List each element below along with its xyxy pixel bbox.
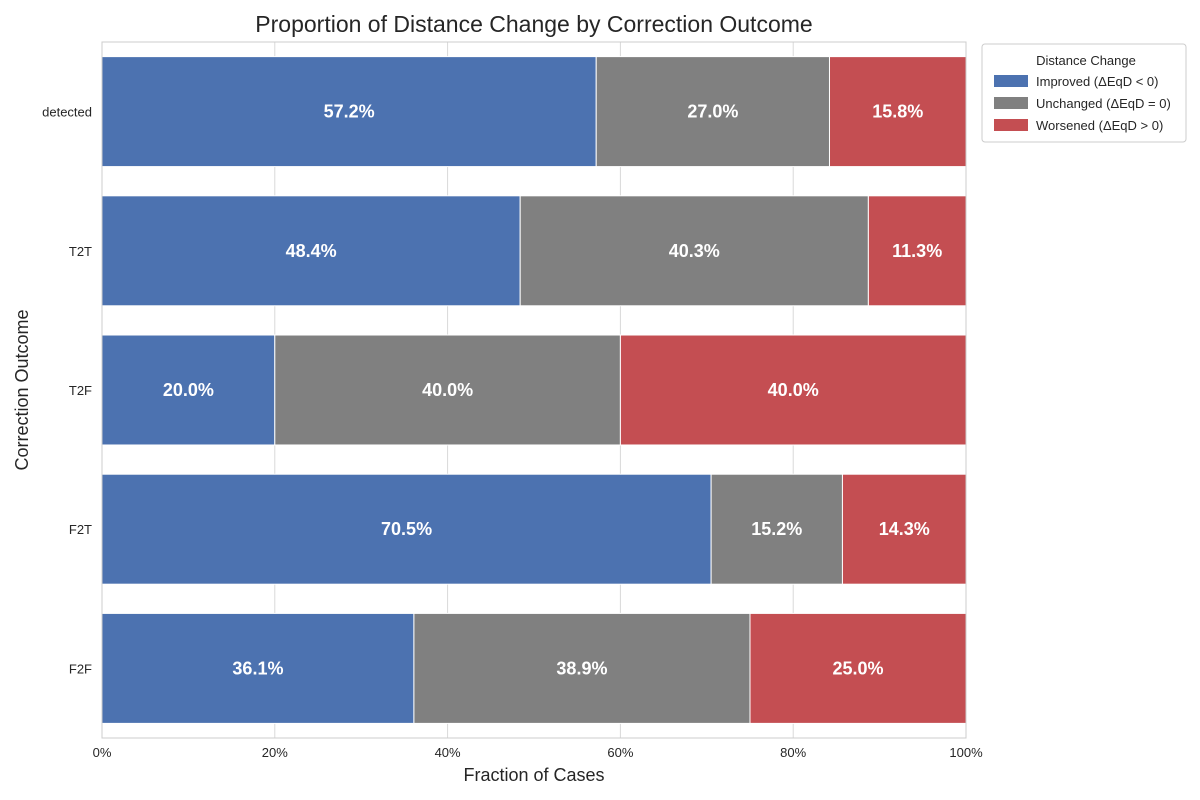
bar-data-label: 70.5% — [381, 519, 432, 539]
x-tick-label: 0% — [93, 745, 112, 760]
y-category-label: F2F — [69, 661, 92, 676]
bar-data-label: 36.1% — [232, 658, 283, 678]
bar-data-label: 20.0% — [163, 380, 214, 400]
y-category-label: F2T — [69, 522, 92, 537]
bar-data-label: 14.3% — [879, 519, 930, 539]
bar-data-label: 11.3% — [892, 241, 942, 261]
y-category-label: T2T — [69, 244, 92, 259]
legend-swatch — [994, 97, 1028, 109]
bar-data-label: 40.0% — [422, 380, 473, 400]
bar-labels-layer: 57.2% 27.0% 15.8% 48.4% 40.3% 11.3% 20.0% 40.0%… — [163, 102, 942, 679]
legend-swatch — [994, 119, 1028, 131]
y-axis-label: Correction Outcome — [12, 309, 32, 470]
x-tick-label: 20% — [262, 745, 288, 760]
bar-data-label: 25.0% — [832, 658, 883, 678]
bar-segment — [828, 56, 967, 168]
plot-frame — [101, 41, 967, 739]
x-ticks-layer: 0% 20% 40% 60% 80% 100% — [93, 745, 983, 760]
bar-segment — [274, 334, 621, 446]
bar-segment — [619, 334, 967, 446]
bar-data-label: 15.2% — [751, 519, 802, 539]
x-tick-label: 100% — [949, 745, 983, 760]
x-tick-label: 40% — [435, 745, 461, 760]
bar-data-label: 38.9% — [556, 658, 607, 678]
legend-swatch — [994, 75, 1028, 87]
legend-entry-label: Worsened (ΔEqD > 0) — [1036, 118, 1163, 133]
bar-segment — [101, 56, 597, 168]
bar-data-label: 40.0% — [768, 380, 819, 400]
bar-data-label: 27.0% — [687, 102, 738, 122]
legend-box — [981, 43, 1187, 143]
x-axis-label: Fraction of Cases — [463, 765, 604, 785]
bar-segment — [101, 334, 276, 446]
y-category-label: detected — [42, 105, 92, 120]
bar-segment — [519, 195, 869, 307]
legend-title: Distance Change — [1036, 53, 1136, 68]
bar-data-label: 57.2% — [324, 102, 375, 122]
bar-data-label: 15.8% — [872, 102, 923, 122]
y-category-label: T2F — [69, 383, 92, 398]
legend-entry-label: Unchanged (ΔEqD = 0) — [1036, 96, 1171, 111]
bar-data-label: 40.3% — [669, 241, 720, 261]
y-ticks-layer: detected T2T T2F F2T F2F — [42, 105, 92, 677]
chart-title: Proportion of Distance Change by Correct… — [255, 11, 812, 37]
bar-segment — [101, 612, 415, 724]
bar-segment — [867, 195, 967, 307]
bar-segment — [101, 195, 521, 307]
x-tick-label: 60% — [607, 745, 633, 760]
x-tick-label: 80% — [780, 745, 806, 760]
bar-data-label: 48.4% — [286, 241, 337, 261]
legend-entry-label: Improved (ΔEqD < 0) — [1036, 74, 1158, 89]
legend-items: Improved (ΔEqD < 0) Unchanged (ΔEqD = 0) W… — [994, 74, 1171, 133]
bar-segment — [101, 473, 712, 585]
bars-layer — [101, 56, 967, 724]
bar-segment — [841, 473, 967, 585]
legend: Distance Change Improved (ΔEqD < 0) Uncha… — [981, 43, 1187, 143]
bar-segment — [413, 612, 751, 724]
bar-segment — [710, 473, 843, 585]
